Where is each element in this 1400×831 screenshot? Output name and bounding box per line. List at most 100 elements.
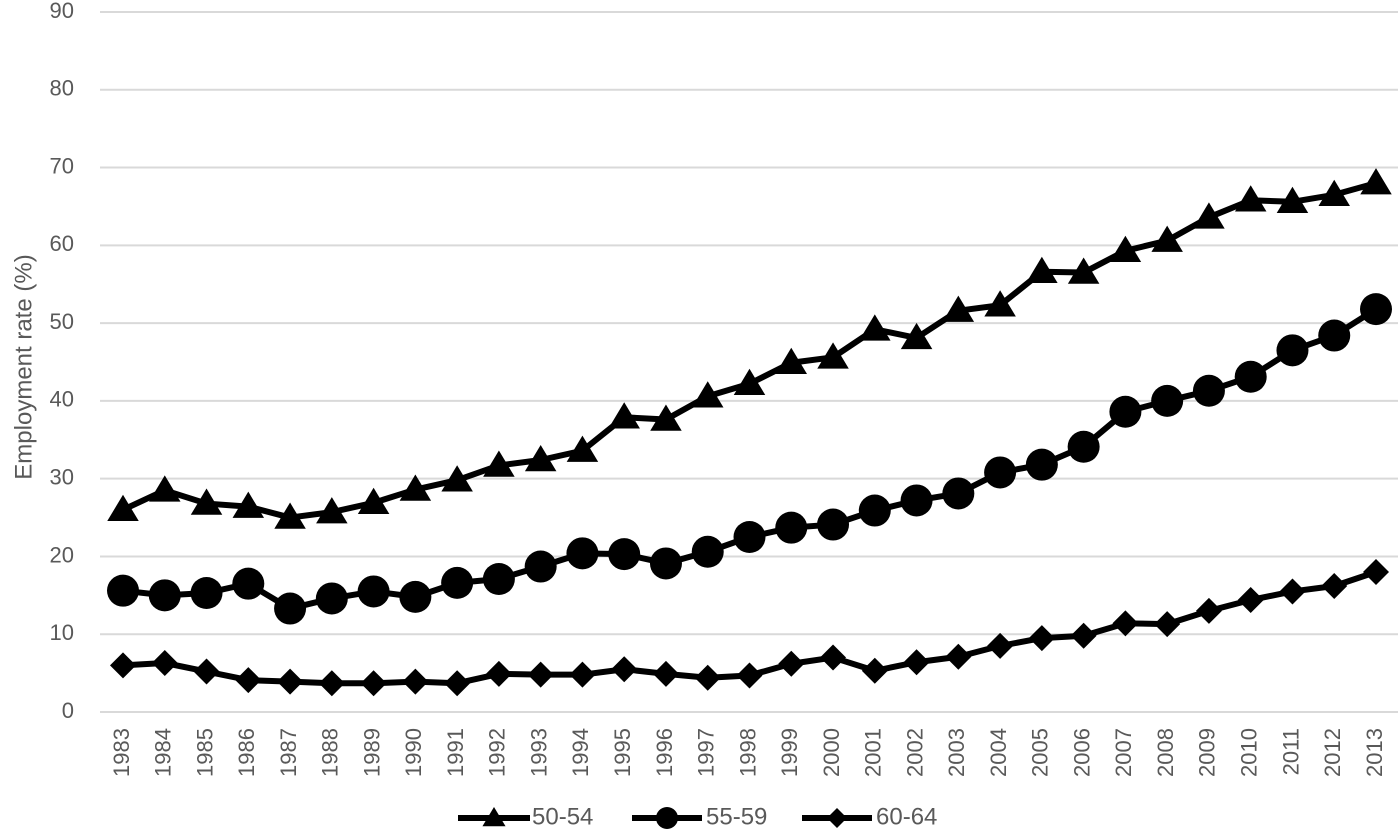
x-tick-label: 1995 (610, 728, 635, 777)
data-point (1025, 448, 1058, 481)
x-tick-label: 1997 (694, 728, 719, 777)
data-point (1192, 374, 1225, 407)
data-point (1070, 622, 1097, 649)
y-tick-label: 30 (50, 464, 74, 489)
x-tick-label: 1993 (526, 728, 551, 777)
data-point (190, 488, 223, 515)
y-tick-label: 60 (50, 231, 74, 256)
x-tick-label: 1985 (192, 728, 217, 777)
legend-item-60-64: 60-64 (802, 803, 937, 830)
data-point (316, 497, 348, 524)
legend-label: 60-64 (876, 803, 937, 830)
data-point (482, 563, 515, 595)
series-line-50-54 (121, 180, 1377, 521)
legend-marker (827, 808, 847, 828)
data-point (357, 487, 390, 515)
x-tick-label: 1988 (318, 728, 343, 777)
x-tick-label: 1994 (568, 728, 593, 777)
data-point (360, 670, 387, 697)
data-point (984, 456, 1017, 489)
data-point (900, 322, 933, 350)
data-point (232, 491, 265, 518)
data-point (1321, 573, 1348, 599)
x-tick-label: 2001 (861, 728, 886, 777)
data-point (107, 574, 139, 607)
data-point (691, 535, 724, 568)
data-point (399, 474, 432, 501)
data-point (566, 435, 599, 462)
data-point (524, 445, 557, 472)
gridlines (100, 11, 1398, 713)
y-tick-label: 50 (50, 309, 74, 334)
data-point (315, 582, 348, 615)
legend-marker (482, 807, 506, 827)
data-point (1154, 611, 1181, 638)
data-point (441, 465, 473, 492)
x-tick-label: 2011 (1278, 728, 1303, 775)
y-tick-label: 10 (50, 620, 74, 645)
x-tick-label: 2002 (902, 728, 927, 777)
data-point (1028, 625, 1055, 652)
data-point (987, 632, 1014, 659)
legend-item-50-54: 50-54 (458, 803, 593, 830)
x-tick-label: 1986 (234, 728, 259, 777)
data-point (193, 658, 220, 685)
data-point (190, 577, 223, 609)
data-point (650, 404, 682, 431)
data-point (903, 649, 930, 676)
data-point (945, 643, 972, 670)
data-point (1112, 610, 1139, 637)
series-layer (107, 168, 1392, 697)
data-point (1279, 578, 1306, 605)
data-point (441, 566, 474, 599)
data-point (148, 579, 181, 612)
data-point (1067, 257, 1100, 284)
data-point (1151, 384, 1184, 417)
data-point (399, 580, 432, 613)
x-tick-label: 1989 (359, 728, 384, 777)
series-55-59 (107, 293, 1392, 625)
data-point (1109, 395, 1142, 428)
data-point (1318, 179, 1350, 207)
data-point (694, 664, 721, 691)
y-axis-title: Employment rate (%) (10, 254, 37, 479)
data-point (1151, 225, 1183, 252)
data-point (1318, 319, 1351, 352)
legend: 50-54 55-59 60-64 (458, 803, 937, 830)
data-point (110, 652, 136, 679)
x-tick-label: 2005 (1028, 728, 1053, 777)
data-point (107, 494, 139, 522)
data-point (1026, 256, 1058, 284)
data-point (652, 660, 679, 687)
data-point (1067, 430, 1100, 463)
data-point (817, 508, 850, 541)
series-60-64 (110, 559, 1389, 697)
data-point (444, 670, 471, 697)
legend-item-55-59: 55-59 (632, 803, 767, 830)
data-point (942, 477, 975, 510)
data-point (524, 550, 557, 583)
data-point (608, 538, 641, 571)
data-point (318, 670, 345, 697)
x-tick-label: 2007 (1111, 728, 1136, 777)
x-tick-label: 1984 (151, 728, 176, 777)
data-point (357, 575, 390, 608)
data-point (817, 342, 849, 369)
legend-marker (656, 807, 678, 829)
data-point (775, 511, 808, 544)
x-tick-label: 2000 (819, 728, 844, 777)
data-point (900, 484, 933, 517)
data-point (483, 450, 515, 477)
x-axis-ticks: 1983 1984 1985 1986 1987 1988 1989 1990 1991 1992… (109, 728, 1387, 777)
data-point (861, 657, 888, 684)
data-point (820, 644, 847, 671)
data-point (1193, 202, 1225, 229)
data-point (649, 547, 682, 580)
data-point (733, 368, 766, 396)
data-point (274, 592, 307, 625)
x-tick-label: 2012 (1320, 728, 1345, 777)
data-point (1360, 168, 1392, 195)
y-tick-label: 20 (50, 542, 74, 567)
series-line-55-59 (122, 306, 1378, 612)
